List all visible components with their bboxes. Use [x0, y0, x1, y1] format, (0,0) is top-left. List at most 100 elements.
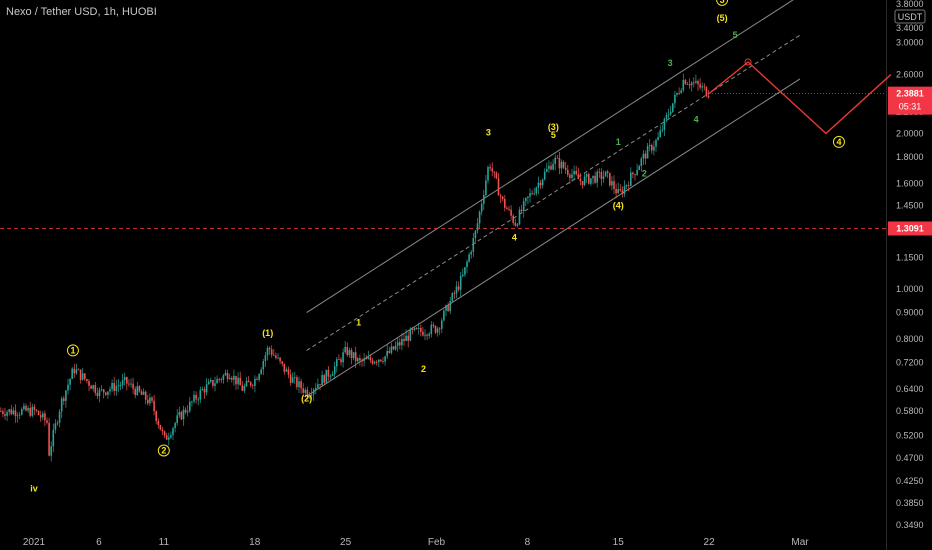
wave-label[interactable]: 2 [161, 446, 166, 456]
candle-body [453, 293, 456, 294]
candle-body [609, 172, 611, 186]
candle-body [342, 352, 344, 363]
candle-body [67, 384, 69, 391]
candle-body [508, 209, 510, 210]
wave-label[interactable]: 4 [512, 233, 517, 243]
wave-label[interactable]: 2 [642, 169, 647, 179]
candle-body [214, 383, 216, 386]
candle-body [245, 380, 248, 387]
candle-body [571, 174, 573, 178]
candle-body [94, 385, 97, 393]
candle-body [48, 422, 50, 456]
channel-line[interactable] [306, 78, 801, 397]
candle-body [218, 378, 220, 380]
wave-label[interactable]: 1 [616, 137, 621, 147]
candle-body [411, 328, 414, 330]
candle-body [415, 328, 418, 329]
candle-body [174, 423, 176, 429]
candle-body [275, 355, 277, 358]
candle-body [300, 381, 302, 389]
candle-body [371, 360, 374, 364]
channel-line[interactable] [306, 0, 800, 313]
candle-body [695, 81, 697, 83]
candle-body [254, 378, 256, 386]
candle-body [573, 170, 575, 175]
candle-body [514, 222, 517, 226]
candle-body [210, 379, 212, 382]
candle-body [602, 176, 605, 179]
projection-path[interactable] [708, 61, 892, 135]
candle-body [493, 171, 496, 173]
candle-body [65, 390, 67, 401]
candle-body [138, 386, 141, 392]
candle-body [562, 161, 565, 168]
candle-body [585, 174, 588, 177]
candle-body [107, 391, 109, 395]
wave-label[interactable]: 1 [70, 345, 75, 355]
candle-body [480, 203, 483, 212]
candle-body [390, 346, 393, 353]
candle-body [619, 189, 622, 191]
wave-label[interactable]: iv [30, 484, 38, 494]
wave-label[interactable]: 2 [421, 364, 426, 374]
wave-label[interactable]: 3 [720, 0, 725, 5]
candle-body [567, 169, 569, 175]
price-tick-label: 0.8000 [896, 334, 924, 344]
candle-body [375, 361, 378, 363]
candle-body [81, 373, 84, 380]
candle-body [441, 320, 443, 329]
candle-body [201, 389, 204, 391]
wave-label[interactable]: 4 [694, 114, 699, 124]
price-tick-label: 0.9000 [896, 308, 924, 318]
last-price-label: 2.3881 [896, 89, 924, 99]
candle-body [327, 369, 330, 377]
wave-label[interactable]: (5) [717, 13, 728, 23]
candle-body [346, 346, 349, 355]
candle-body [701, 86, 703, 88]
candle-body [136, 386, 139, 396]
candle-body [35, 409, 38, 411]
candle-body [428, 333, 430, 336]
candle-body [615, 188, 617, 194]
candle-body [600, 172, 603, 179]
candle-body [77, 369, 80, 371]
price-tick-label: 1.8000 [896, 152, 924, 162]
wave-label[interactable]: 3 [668, 58, 673, 68]
candle-body [52, 429, 55, 447]
candle-body [693, 82, 695, 84]
wave-label[interactable]: 3 [486, 128, 491, 138]
currency-badge-frame[interactable] [894, 9, 926, 24]
candle-body [325, 369, 328, 383]
candle-body [422, 331, 424, 336]
wave-label[interactable]: (2) [301, 394, 312, 404]
candle-body [176, 415, 178, 424]
wave-label[interactable]: (3) [548, 122, 559, 132]
wave-label[interactable]: 4 [836, 137, 841, 147]
candle-body [396, 342, 399, 346]
candle-body [501, 196, 504, 199]
candle-body [115, 385, 118, 391]
chart-title: Nexo / Tether USD, 1h, HUOBI [6, 6, 157, 18]
candle-body [604, 171, 607, 177]
candle-body [522, 201, 525, 211]
time-tick-label: 2021 [23, 537, 46, 548]
last-price-badge [888, 86, 932, 115]
wave-label-circle [157, 444, 170, 457]
candle-body [140, 391, 143, 395]
candle-body [350, 349, 353, 359]
candle-body [558, 157, 561, 169]
candle-body [646, 146, 649, 159]
wave-label[interactable]: (4) [613, 201, 624, 211]
wave-label[interactable]: (1) [262, 328, 273, 338]
candle-body [648, 145, 651, 147]
wave-label[interactable]: 5 [733, 30, 738, 40]
candle-body [516, 224, 519, 226]
candle-body [317, 384, 319, 388]
wave-label[interactable]: 5 [551, 130, 556, 140]
channel-line[interactable] [306, 34, 801, 351]
wave-label[interactable]: 1 [356, 317, 361, 327]
candle-body [659, 130, 661, 138]
price-tick-label: 3.8000 [896, 0, 924, 9]
candle-body [294, 377, 296, 378]
